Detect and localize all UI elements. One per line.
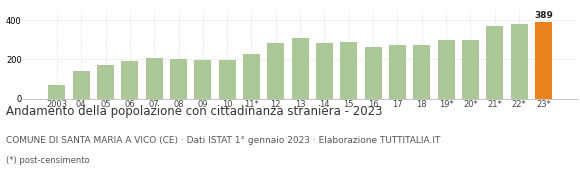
Bar <box>97 65 114 99</box>
Bar <box>243 54 260 99</box>
Bar <box>72 71 90 99</box>
Bar <box>267 43 284 99</box>
Text: 389: 389 <box>534 11 553 20</box>
Bar <box>510 24 528 99</box>
Text: Andamento della popolazione con cittadinanza straniera - 2023: Andamento della popolazione con cittadin… <box>6 105 382 118</box>
Bar <box>437 40 455 99</box>
Bar <box>316 43 333 99</box>
Text: COMUNE DI SANTA MARIA A VICO (CE) · Dati ISTAT 1° gennaio 2023 · Elaborazione TU: COMUNE DI SANTA MARIA A VICO (CE) · Dati… <box>6 136 440 145</box>
Bar <box>121 61 139 99</box>
Bar <box>340 42 357 99</box>
Bar <box>292 38 309 99</box>
Text: (*) post-censimento: (*) post-censimento <box>6 156 89 165</box>
Bar <box>194 60 211 99</box>
Bar <box>146 58 163 99</box>
Bar <box>414 45 430 99</box>
Bar <box>486 26 503 99</box>
Bar <box>219 60 235 99</box>
Bar <box>535 22 552 99</box>
Bar <box>389 45 406 99</box>
Bar <box>365 47 382 99</box>
Bar <box>170 59 187 99</box>
Bar <box>462 40 479 99</box>
Bar <box>48 85 66 99</box>
